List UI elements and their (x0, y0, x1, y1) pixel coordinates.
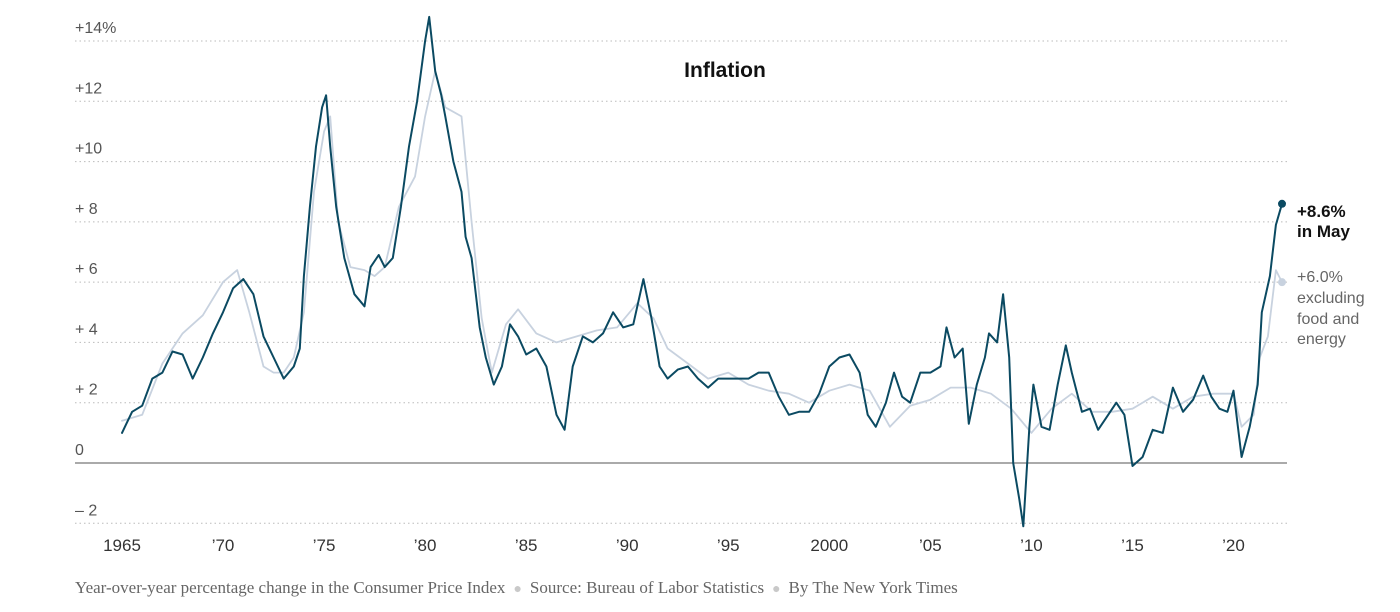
series-line-all-items (121, 15, 1283, 528)
latest-point-all-items (1278, 199, 1286, 208)
series-line-core (121, 70, 1283, 434)
x-tick-label: ’80 (414, 536, 437, 555)
footer-separator: ● (772, 582, 781, 597)
x-tick-label: ’10 (1020, 536, 1043, 555)
inflation-chart: +14% +12 +10 + 8 + 6 + 4 + 2 0 – 2 1965 ’70 ’75 ’80… (75, 15, 1365, 555)
annotation-core-value: +6.0% (1297, 269, 1343, 286)
y-tick-label: 0 (75, 442, 84, 459)
chart-title: Inflation (684, 59, 766, 82)
y-tick-label: – 2 (75, 502, 97, 519)
x-tick-label: ’75 (313, 536, 336, 555)
annotation-core-label-2: food and (1297, 311, 1359, 328)
x-tick-label: ’85 (515, 536, 538, 555)
y-tick-label: + 8 (75, 201, 98, 218)
y-tick-label: + 2 (75, 382, 98, 399)
gridlines (75, 40, 1287, 524)
x-tick-label: ’70 (212, 536, 235, 555)
x-tick-label: ’15 (1121, 536, 1144, 555)
series-group (121, 15, 1286, 528)
annotation-core-label-1: excluding (1297, 290, 1365, 307)
chart-footer: Year-over-year percentage change in the … (75, 578, 958, 598)
y-tick-label: + 4 (75, 321, 98, 338)
y-tick-label: +12 (75, 80, 102, 97)
footer-source: Source: Bureau of Labor Statistics (529, 578, 765, 597)
footer-credit: By The New York Times (788, 578, 958, 597)
x-tick-label: ’20 (1222, 536, 1245, 555)
latest-point-core (1278, 278, 1286, 287)
y-axis: +14% +12 +10 + 8 + 6 + 4 + 2 0 – 2 (75, 20, 116, 519)
y-tick-label: +10 (75, 141, 102, 158)
footer-separator: ● (513, 582, 522, 597)
x-axis: 1965 ’70 ’75 ’80 ’85 ’90 ’95 2000 ’05 ’10 ’15 ’20 (103, 536, 1245, 555)
x-tick-label: 2000 (810, 536, 848, 555)
footer-description: Year-over-year percentage change in the … (75, 578, 506, 597)
x-tick-label: ’95 (717, 536, 740, 555)
annotation-core-label-3: energy (1297, 331, 1346, 348)
y-tick-label: + 6 (75, 261, 98, 278)
x-tick-label: ’90 (616, 536, 639, 555)
annotation-all-items-value: +8.6% (1297, 202, 1346, 221)
x-tick-label: ’05 (919, 536, 942, 555)
annotations: +8.6% in May +6.0% excluding food and en… (1297, 202, 1365, 348)
annotation-all-items-label: in May (1297, 222, 1350, 241)
y-tick-label: +14% (75, 20, 116, 37)
x-tick-label: 1965 (103, 536, 141, 555)
